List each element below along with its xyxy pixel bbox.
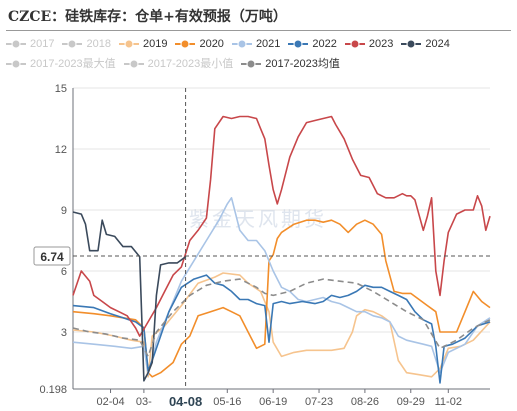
legend-item[interactable]: 2019 xyxy=(118,37,168,51)
legend-label: 2017-2023均值 xyxy=(265,58,340,70)
chart-legend: 2017 2018 2019 2020 2021 2022 2023 2024 2017-202… xyxy=(6,34,514,74)
x-tick-label: 06-19 xyxy=(259,396,287,408)
legend-item[interactable]: 2017-2023均值 xyxy=(241,57,340,71)
legend-swatch-icon xyxy=(62,39,83,49)
legend-item[interactable]: 2023 xyxy=(344,37,394,51)
legend-label: 2021 xyxy=(255,38,281,50)
legend-label: 2023 xyxy=(368,38,394,50)
legend-item[interactable]: 2018 xyxy=(62,37,111,51)
x-tick-label: 11-02 xyxy=(435,396,462,408)
legend-swatch-icon xyxy=(118,39,139,49)
legend-row: 2017-2023最大值 2017-2023最小值 2017-2023均值 xyxy=(6,54,514,74)
legend-item[interactable]: 2020 xyxy=(175,37,224,51)
legend-item[interactable]: 2017-2023最小值 xyxy=(123,57,234,71)
y-tick-label: 0.198 xyxy=(39,384,67,396)
series-line xyxy=(72,278,491,358)
series-line xyxy=(72,115,491,337)
y-tick-label: 3 xyxy=(61,327,67,339)
legend-label: 2020 xyxy=(199,38,224,50)
legend-label: 2022 xyxy=(312,38,337,50)
legend-item[interactable]: 2022 xyxy=(288,37,337,51)
x-tick-label: 05-16 xyxy=(213,396,241,408)
legend-swatch-icon xyxy=(241,59,262,69)
legend-label: 2017-2023最大值 xyxy=(30,58,116,70)
y-tick-label: 12 xyxy=(55,144,67,156)
legend-swatch-icon xyxy=(231,39,252,49)
y-tick-label: 9 xyxy=(61,205,67,217)
series-line xyxy=(72,274,491,384)
title-divider xyxy=(6,30,511,31)
legend-item[interactable]: 2017-2023最大值 xyxy=(6,57,116,71)
x-tick-label: 02-04 xyxy=(96,396,124,408)
legend-row: 2017 2018 2019 2020 2021 2022 2023 2024 xyxy=(6,34,514,54)
legend-swatch-icon xyxy=(123,59,144,69)
legend-swatch-icon xyxy=(288,39,309,49)
chart-title: CZCE：硅铁库存：仓单+有效预报（万吨） xyxy=(8,9,287,25)
series-line xyxy=(72,211,187,382)
y-tick-label: 15 xyxy=(55,83,67,95)
crosshair-y-label-box xyxy=(33,246,71,266)
crosshair-x-label-box xyxy=(163,391,209,411)
legend-item[interactable]: 2017 xyxy=(6,37,54,51)
legend-swatch-icon xyxy=(344,39,365,49)
series-line xyxy=(72,272,491,378)
legend-label: 2019 xyxy=(142,38,168,50)
legend-swatch-icon xyxy=(401,39,422,49)
x-tick-label: 03- xyxy=(136,396,152,408)
legend-swatch-icon xyxy=(175,39,196,49)
legend-item[interactable]: 2021 xyxy=(231,37,281,51)
crosshair-y-label: 6.74 xyxy=(40,250,64,264)
legend-label: 2024 xyxy=(425,38,450,50)
watermark-text: 紫金天风期货 xyxy=(189,207,327,231)
x-tick-label: 08-26 xyxy=(351,396,379,408)
legend-item[interactable]: 2024 xyxy=(401,37,450,51)
legend-swatch-icon xyxy=(6,59,26,69)
series-line xyxy=(72,219,491,378)
legend-label: 2017-2023最小值 xyxy=(147,58,234,70)
legend-label: 2017 xyxy=(30,38,55,50)
x-tick-label: 09-29 xyxy=(397,396,425,408)
x-tick-label: 07-23 xyxy=(305,396,333,408)
legend-swatch-icon xyxy=(6,39,26,49)
crosshair-x-label: 04-08 xyxy=(169,394,202,409)
legend-label: 2018 xyxy=(86,38,111,50)
y-tick-label: 6 xyxy=(61,266,67,278)
